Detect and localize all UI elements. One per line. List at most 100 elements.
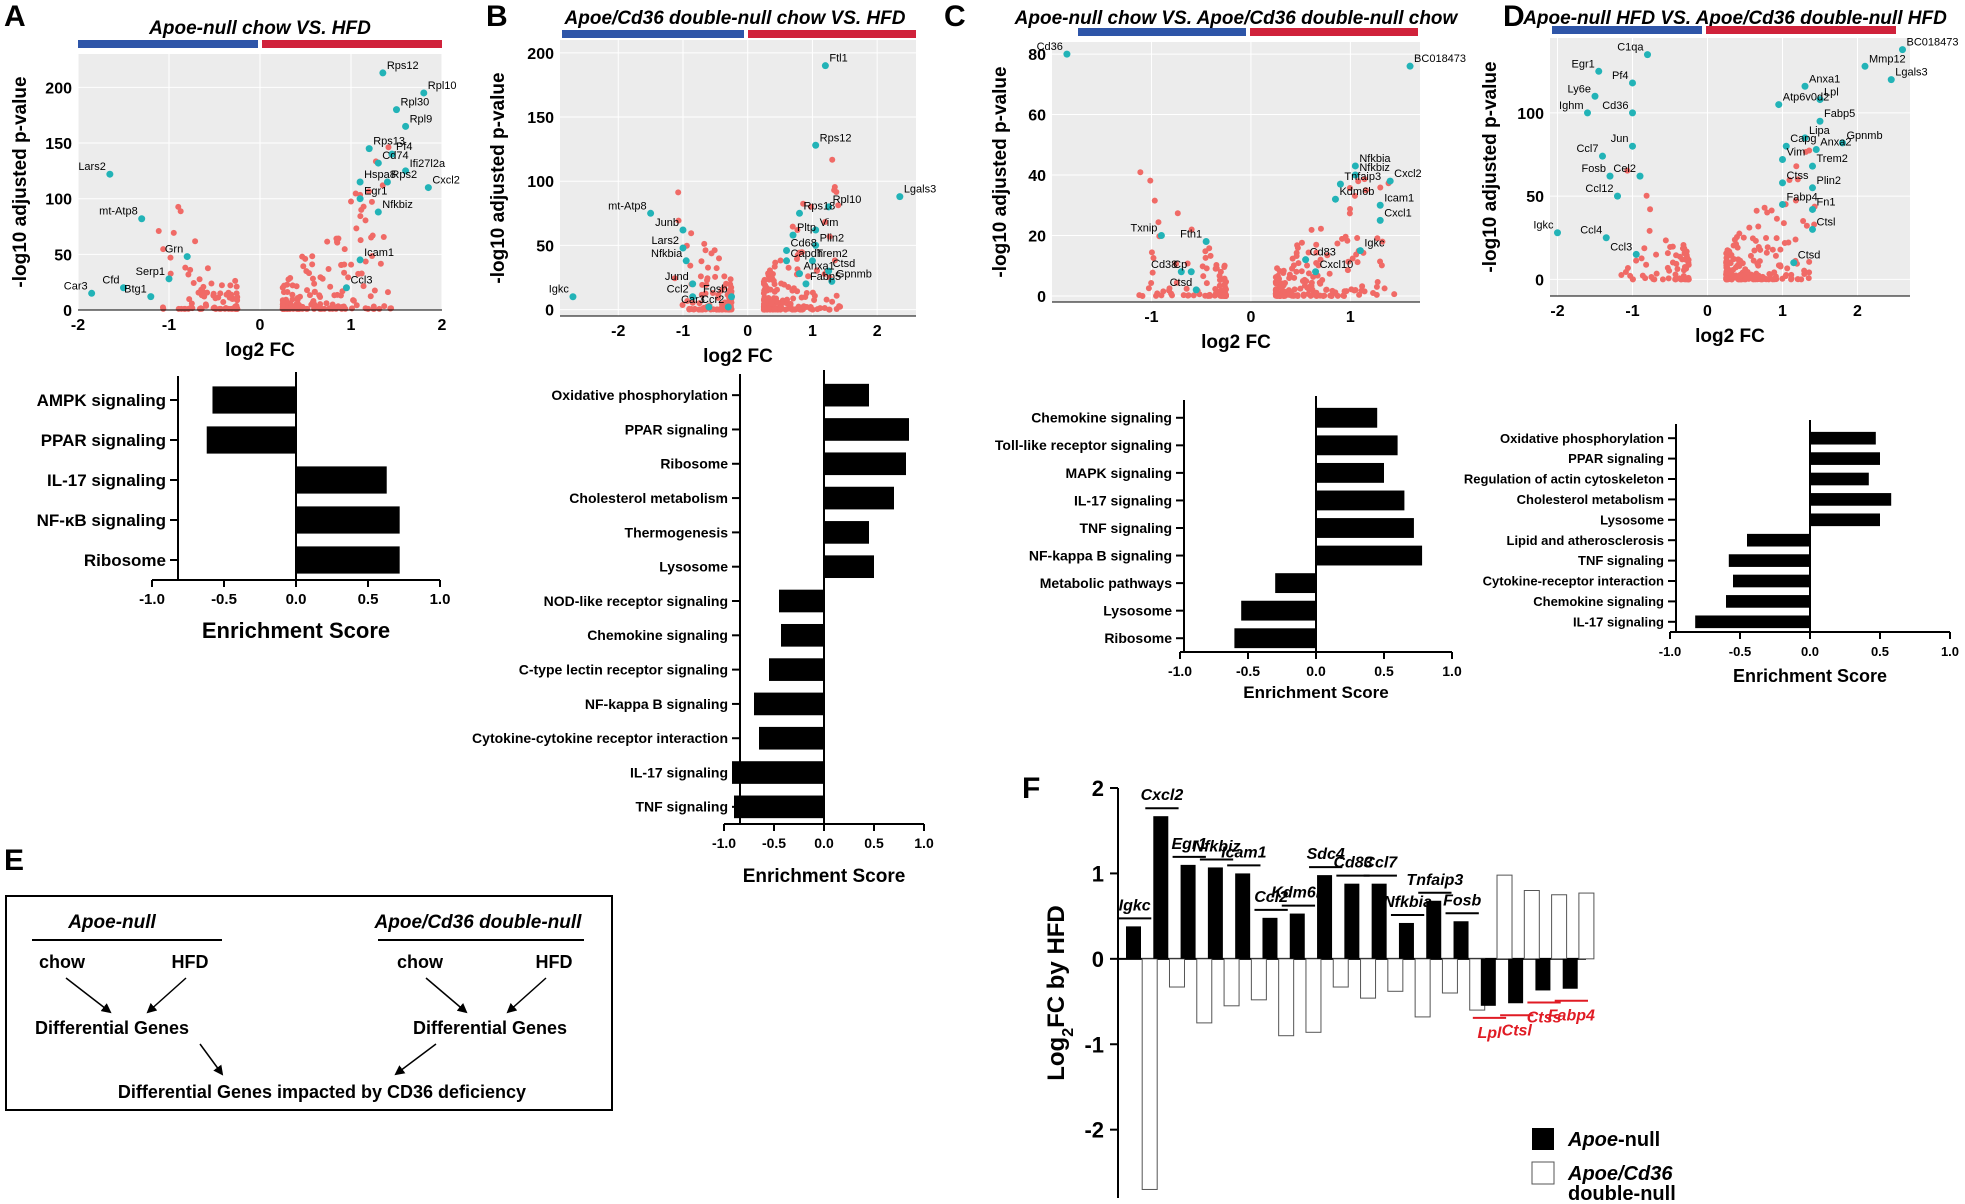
data-point [1773,215,1780,222]
gene-label: Rpl30 [401,97,430,109]
panel-c-volcano: -1 0 1020406080Cd36BC018473NfkbiaNfkbizCxc… [990,41,1466,353]
category-label: Ribosome [660,456,728,472]
bar-double-null [1332,958,1349,988]
highlighted-point [1614,192,1621,200]
data-point [371,287,378,294]
category-label: PPAR signaling [625,421,728,437]
highlighted-point [374,159,382,167]
data-point [1800,218,1807,225]
highlighted-point [1839,139,1846,147]
gene-label: Mmp12 [1869,53,1906,65]
data-point [365,188,372,195]
data-point [1683,248,1690,255]
y-tick-label: 150 [527,110,554,127]
panel-e-diagram: Apoe-null chow HFD Differential Genes Ap… [5,895,613,1111]
bar [296,546,400,574]
panel-a-title: Apoe-null chow VS. HFD [148,18,371,39]
data-point [1349,255,1356,262]
gene-label: Lpl [1477,1025,1502,1042]
x-tick-label: 0 [1703,303,1712,320]
gene-label: Anxa2 [1820,137,1851,149]
data-point [324,238,331,245]
data-point [721,283,728,290]
data-point [1662,237,1669,244]
highlighted-point [424,184,432,192]
highlighted-point [1887,76,1895,84]
diagram-left-hfd: HFD [172,952,209,972]
category-label: Cholesterol metabolism [569,490,728,506]
data-point [1747,252,1754,259]
data-point [1342,233,1349,240]
bar-apoe-null [1235,873,1251,959]
plot-background [560,40,916,316]
data-point [1742,276,1749,283]
gene-label: Jun [1611,133,1629,145]
panel-letter-a: A [4,0,26,33]
y-tick-label: 20 [1028,228,1046,245]
data-point [1291,286,1298,293]
data-point [1316,279,1323,286]
data-point [384,289,391,296]
gene-label: Cxcl10 [1320,259,1354,271]
gene-label: Cd36 [1602,100,1628,112]
gene-label: Ccl2 [1254,889,1288,906]
data-point [1803,222,1810,229]
highlighted-point [388,150,396,158]
gene-label: Gpnmb [1847,130,1883,142]
data-point [1664,250,1671,257]
data-point [232,303,239,310]
data-point [304,305,311,312]
diagram-arrow [199,1043,224,1076]
data-point [1211,292,1218,299]
highlighted-point [812,241,820,249]
gene-label: Fabp5 [1824,108,1855,120]
y-tick-label: 100 [527,174,554,191]
highlighted-point [365,145,373,153]
gene-label: Ccl7 [1363,855,1398,872]
data-point [1806,258,1813,265]
data-point [1216,288,1223,295]
panel-d-enrichment-chart: Oxidative phosphorylation PPAR signaling R… [1464,420,1959,686]
data-point [1213,262,1220,269]
data-point [220,299,227,306]
data-point [1673,252,1680,259]
gene-label: Cd38 [1151,259,1177,271]
gene-label: Cd83 [1333,855,1372,872]
data-point [800,306,807,313]
x-tick-label: 1.0 [914,835,934,851]
data-point [1150,255,1157,262]
data-point [308,301,315,308]
data-point [1293,268,1300,275]
data-point [1751,247,1758,254]
x-tick-label: 0.0 [286,591,307,608]
data-point [1300,292,1307,299]
data-point [177,208,184,215]
data-point [770,277,777,284]
panel-d-right-bar [1706,26,1896,34]
data-point [304,287,311,294]
gene-label: Cxcl1 [1384,207,1412,219]
data-point [1764,209,1771,216]
data-point [1280,267,1287,274]
data-point [1220,292,1227,299]
highlighted-point [1861,62,1869,70]
category-label: Chemokine signaling [587,627,728,643]
bar [1275,573,1316,594]
data-point [1641,245,1648,252]
highlighted-point [356,195,364,203]
highlighted-point [783,247,791,255]
gene-label: Nfkbia [1359,153,1391,165]
bar-apoe-null [1562,958,1578,989]
highlighted-point [808,257,816,265]
gene-label: Fosb [703,284,727,296]
bar [824,486,894,510]
gene-label: Ftl1 [829,53,847,65]
data-point [331,292,338,299]
y-tick-label: 1 [1092,861,1104,886]
gene-label: Ccl7 [1576,143,1598,155]
highlighted-point [825,203,833,211]
data-point [1221,281,1228,288]
diagram-right-hfd: HFD [536,952,573,972]
x-axis-label: Enrichment Score [1243,683,1389,702]
gene-label: Igkc [1364,238,1385,250]
